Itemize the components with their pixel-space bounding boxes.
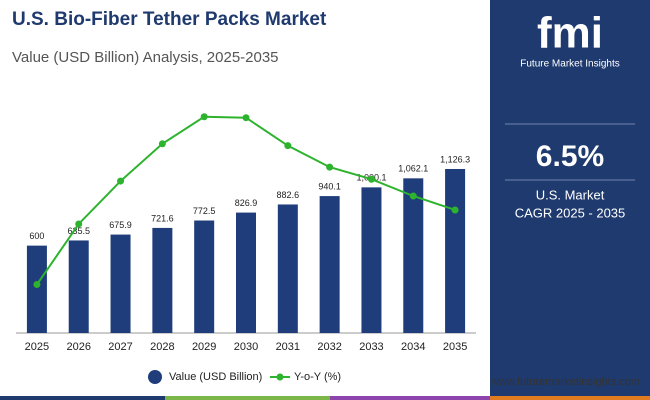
bar	[152, 227, 173, 333]
bar	[110, 234, 131, 333]
strip	[490, 396, 650, 400]
cagr-period: CAGR 2025 - 2035	[515, 205, 626, 220]
bar	[194, 220, 215, 333]
strip	[165, 396, 330, 400]
bar	[361, 187, 382, 333]
x-tick-label: 2029	[192, 341, 216, 353]
bar	[445, 168, 466, 333]
x-tick-label: 2028	[150, 341, 174, 353]
data-label: 600	[29, 231, 44, 241]
data-label: 1,126.3	[440, 154, 470, 164]
chart-subtitle: Value (USD Billion) Analysis, 2025-2035	[12, 49, 279, 66]
bar	[236, 212, 256, 333]
x-tick-label: 2030	[234, 341, 258, 353]
x-tick-label: 2031	[276, 341, 300, 353]
line-point	[409, 192, 417, 200]
bar	[26, 245, 47, 333]
data-label: 772.5	[193, 206, 216, 216]
line-point	[242, 114, 250, 122]
data-label: 675.9	[109, 220, 132, 230]
legend-marker	[276, 373, 284, 381]
line-point	[284, 142, 292, 150]
data-label: 1,062.1	[398, 164, 428, 174]
line-point	[367, 175, 375, 183]
data-label: 635.5	[67, 226, 90, 236]
bar	[68, 240, 89, 333]
x-tick-label: 2027	[108, 341, 132, 353]
chart-title: U.S. Bio-Fiber Tether Packs Market	[12, 9, 327, 30]
strip	[330, 396, 490, 400]
x-tick-label: 2026	[66, 341, 90, 353]
bar	[403, 178, 424, 333]
x-tick-label: 2033	[359, 341, 383, 353]
bar	[319, 196, 340, 333]
legend-label: Y-o-Y (%)	[294, 371, 341, 383]
side-panel	[490, 0, 650, 400]
line-point	[75, 220, 83, 228]
data-label: 826.9	[235, 198, 258, 208]
line-point	[451, 206, 459, 214]
strip	[0, 396, 165, 400]
legend-marker	[148, 370, 162, 384]
logo: fmi	[537, 9, 603, 58]
data-label: 882.6	[277, 190, 300, 200]
line-point	[200, 113, 208, 121]
x-tick-label: 2034	[401, 341, 425, 353]
x-tick-label: 2035	[443, 341, 467, 353]
x-tick-label: 2025	[25, 341, 49, 353]
legend-label: Value (USD Billion)	[169, 371, 262, 383]
line-point	[33, 281, 41, 289]
bar	[277, 204, 298, 333]
cagr-value: 6.5%	[536, 140, 604, 173]
footer-url: www.futuremarketinsights.com	[490, 376, 640, 388]
line-point	[158, 140, 166, 148]
line-point	[117, 177, 125, 185]
brand: Future Market Insights	[520, 59, 619, 70]
data-label: 940.1	[318, 181, 341, 191]
line-point	[326, 163, 334, 171]
x-tick-label: 2032	[317, 341, 341, 353]
cagr-market: U.S. Market	[536, 187, 605, 202]
data-label: 721.6	[151, 213, 174, 223]
